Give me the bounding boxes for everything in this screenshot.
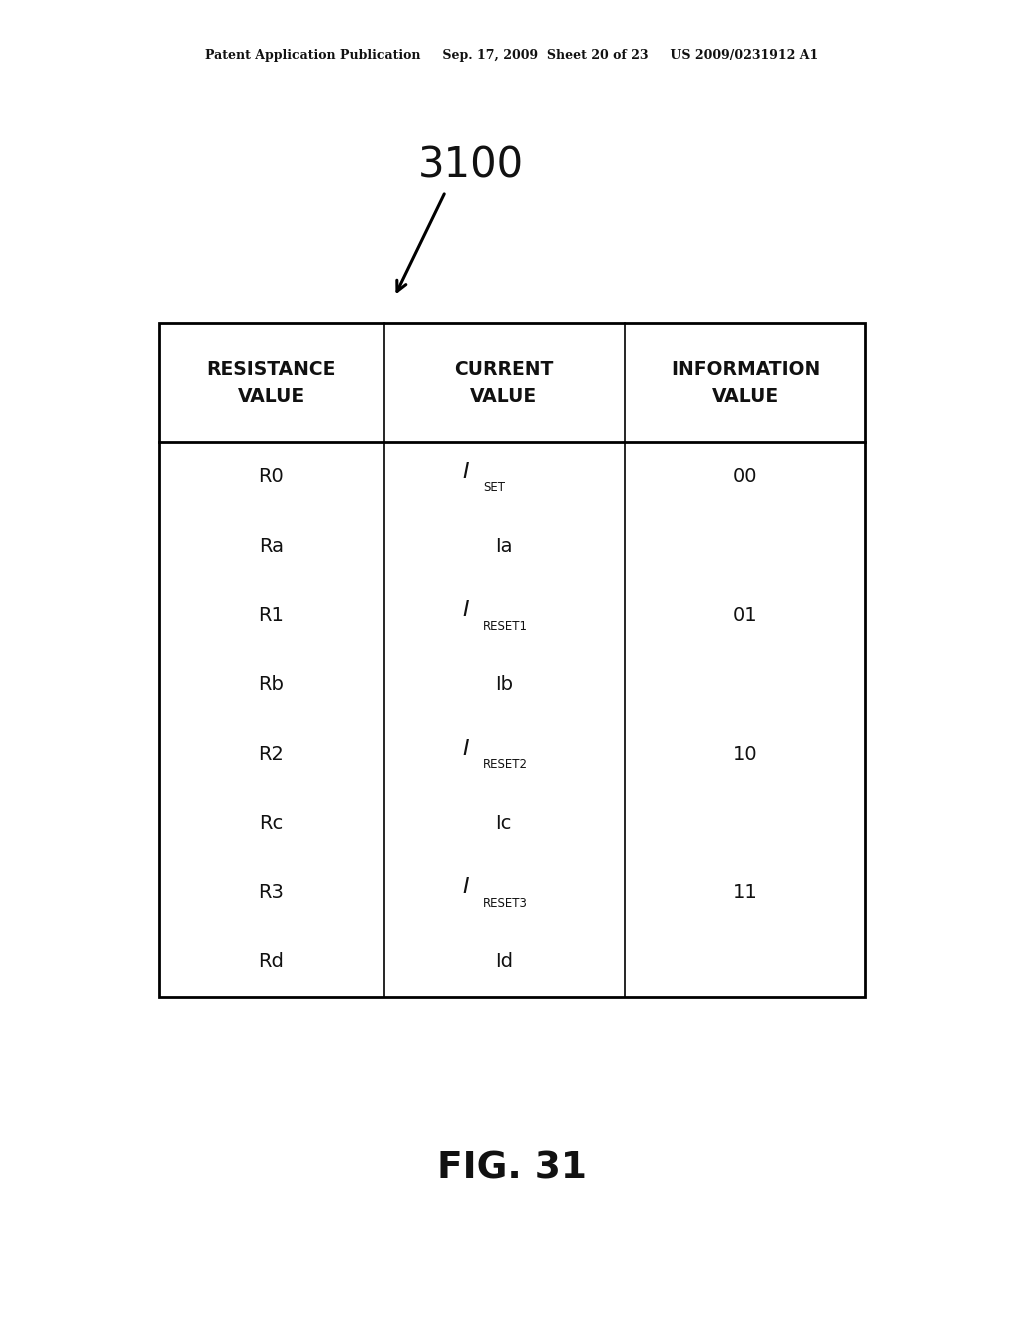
Text: Ib: Ib — [495, 676, 513, 694]
Text: INFORMATION
VALUE: INFORMATION VALUE — [671, 360, 820, 405]
Text: R1: R1 — [258, 606, 285, 624]
Text: 00: 00 — [733, 467, 758, 486]
Text: Rb: Rb — [258, 676, 285, 694]
Text: RESISTANCE
VALUE: RESISTANCE VALUE — [207, 360, 336, 405]
Text: I: I — [463, 601, 469, 620]
Text: RESET1: RESET1 — [483, 619, 528, 632]
Text: Patent Application Publication     Sep. 17, 2009  Sheet 20 of 23     US 2009/023: Patent Application Publication Sep. 17, … — [206, 49, 818, 62]
Text: SET: SET — [483, 480, 505, 494]
Text: CURRENT
VALUE: CURRENT VALUE — [454, 360, 554, 405]
Text: 11: 11 — [733, 883, 758, 902]
Text: Rd: Rd — [258, 953, 285, 972]
Text: R0: R0 — [258, 467, 285, 486]
Text: 01: 01 — [733, 606, 758, 624]
Text: Ic: Ic — [496, 814, 512, 833]
Text: R2: R2 — [258, 744, 285, 763]
Text: Ra: Ra — [259, 537, 284, 556]
Text: RESET2: RESET2 — [483, 758, 528, 771]
Text: Rc: Rc — [259, 814, 284, 833]
Bar — [159, 323, 865, 997]
Text: I: I — [463, 739, 469, 759]
Text: Ia: Ia — [495, 537, 513, 556]
Text: Id: Id — [495, 953, 513, 972]
Text: R3: R3 — [258, 883, 285, 902]
Text: I: I — [463, 462, 469, 482]
Text: 10: 10 — [733, 744, 758, 763]
Text: I: I — [463, 878, 469, 898]
Text: FIG. 31: FIG. 31 — [437, 1150, 587, 1187]
Text: RESET3: RESET3 — [483, 896, 528, 909]
Text: 3100: 3100 — [418, 144, 524, 186]
